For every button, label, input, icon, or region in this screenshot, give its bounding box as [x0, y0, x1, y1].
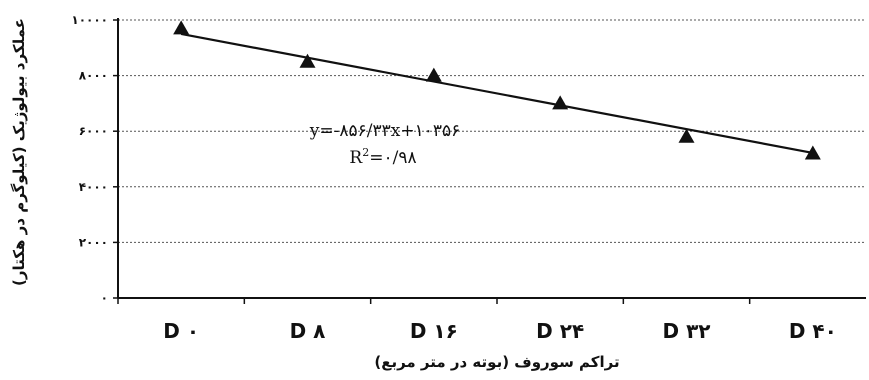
y-tick-label: ۱۰۰۰۰	[71, 13, 108, 27]
y-ticks: ۰ ۲۰۰۰ ۴۰۰۰ ۶۰۰۰ ۸۰۰۰ ۱۰۰۰۰	[71, 13, 118, 305]
x-tick-label: D ۲۴	[536, 319, 584, 343]
x-tick-label: D ۱۶	[410, 319, 458, 343]
y-tick-label: ۰	[101, 291, 108, 305]
r-squared-superscript: 2	[362, 146, 369, 159]
x-axis-title: تراکم سوروف (بوته در متر مربع)	[374, 353, 619, 371]
x-ticks: D ۰ D ۸ D ۱۶ D ۲۴ D ۳۲ D ۴۰	[117, 298, 837, 343]
x-tick-label: D ۸	[290, 319, 326, 343]
y-tick-label: ۴۰۰۰	[79, 180, 108, 194]
x-tick-label: D ۴۰	[789, 319, 837, 343]
x-tick-label: D ۰	[163, 319, 199, 343]
x-tick-label: D ۳۲	[663, 319, 711, 343]
equation-label: y=-۸۵۶/۳۳x+۱۰۳۵۶	[309, 121, 460, 141]
data-point-marker	[552, 95, 569, 110]
r-squared-label: R2=۰/۹۸	[349, 146, 416, 168]
r-squared-value: =۰/۹۸	[369, 148, 416, 168]
data-point-marker	[804, 145, 821, 160]
y-axis-title: عملکرد بیولوژیک (کیلوگرم در هکتار)	[10, 18, 28, 286]
y-tick-label: ۶۰۰۰	[79, 124, 108, 138]
y-tick-label: ۲۰۰۰	[79, 235, 108, 249]
y-tick-label: ۸۰۰۰	[79, 69, 108, 83]
data-points	[173, 20, 821, 160]
r-squared-letter: R	[349, 148, 363, 168]
data-point-marker	[299, 53, 316, 68]
data-point-marker	[173, 20, 190, 35]
data-point-marker	[425, 67, 442, 82]
gridlines	[118, 19, 866, 243]
data-point-marker	[678, 128, 695, 143]
trend-line	[180, 32, 814, 155]
